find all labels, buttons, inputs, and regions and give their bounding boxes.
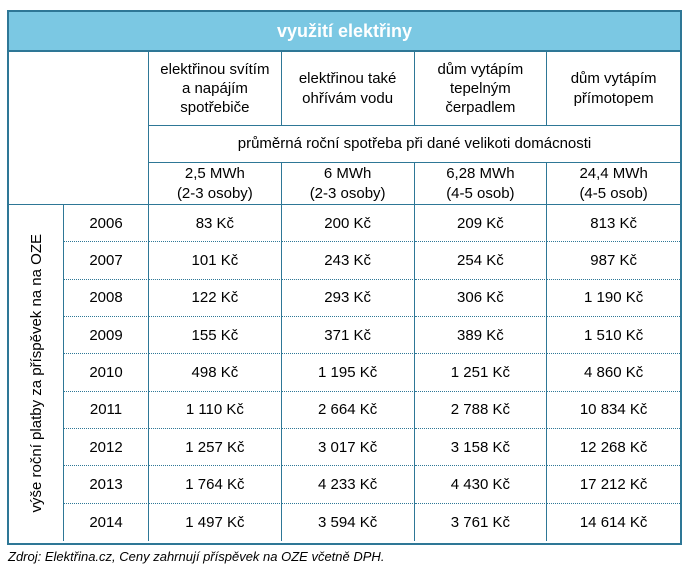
mwh-value: 6 MWh <box>323 165 372 183</box>
value-cell: 1 251 Kč <box>414 354 548 392</box>
value-cell: 83 Kč <box>149 205 282 243</box>
value-cell: 1 257 Kč <box>149 428 282 467</box>
source-note: Zdroj: Elektřina.cz, Ceny zahrnují přísp… <box>8 549 385 564</box>
value-cell: 12 268 Kč <box>547 429 680 467</box>
year-cell: 2008 <box>64 279 149 317</box>
data-table: využití elektřiny elektřinou svítím a na… <box>7 10 682 545</box>
household-size: (4-5 osob) <box>446 184 515 202</box>
value-cell: 371 Kč <box>281 316 415 355</box>
year-cell: 2012 <box>64 428 149 467</box>
value-cell: 200 Kč <box>281 205 415 243</box>
value-cell: 1 195 Kč <box>281 354 415 392</box>
value-cell: 3 594 Kč <box>282 503 415 541</box>
usage-header-direct-heating: dům vytápím přímotopem <box>547 52 680 126</box>
value-cell: 10 834 Kč <box>547 392 680 429</box>
year-cell: 2007 <box>64 242 149 280</box>
value-cell: 3 017 Kč <box>281 428 415 467</box>
value-cell: 813 Kč <box>547 205 680 243</box>
value-cell: 306 Kč <box>414 279 548 317</box>
year-cell: 2009 <box>64 316 149 355</box>
year-cell: 2010 <box>64 354 149 392</box>
value-cell: 155 Kč <box>149 316 282 355</box>
value-cell: 17 212 Kč <box>547 466 680 504</box>
household-size: (4-5 osob) <box>579 184 648 202</box>
value-cell: 3 158 Kč <box>414 428 548 467</box>
value-cell: 101 Kč <box>149 242 282 280</box>
value-cell: 4 233 Kč <box>281 466 415 504</box>
value-cell: 498 Kč <box>149 354 282 392</box>
value-cell: 254 Kč <box>414 242 548 280</box>
consumption-cell-4: 24,4 MWh (4-5 osob) <box>547 163 680 205</box>
usage-header-water-heating: elektřinou také ohřívám vodu <box>281 52 415 126</box>
usage-header-heat-pump: dům vytápím tepelným čerpadlem <box>414 52 548 126</box>
value-cell: 1 110 Kč <box>149 391 282 429</box>
value-cell: 2 664 Kč <box>281 391 415 429</box>
table-title: využití elektřiny <box>9 12 680 52</box>
value-cell: 1 190 Kč <box>547 280 680 317</box>
value-cell: 389 Kč <box>414 316 548 355</box>
year-cell: 2013 <box>64 466 149 504</box>
year-cell: 2011 <box>64 391 149 429</box>
value-cell: 209 Kč <box>414 205 548 243</box>
value-cell: 1 497 Kč <box>149 503 282 541</box>
consumption-banner: průměrná roční spotřeba při dané velikot… <box>149 126 680 163</box>
value-cell: 987 Kč <box>547 242 680 280</box>
year-cell: 2006 <box>64 205 149 243</box>
consumption-cell-3: 6,28 MWh (4-5 osob) <box>414 163 548 205</box>
mwh-value: 6,28 MWh <box>446 165 515 183</box>
value-cell: 1 764 Kč <box>149 466 282 504</box>
year-cell: 2014 <box>64 503 149 541</box>
value-cell: 1 510 Kč <box>547 317 680 355</box>
mwh-value: 24,4 MWh <box>579 165 648 183</box>
consumption-cell-2: 6 MWh (2-3 osoby) <box>281 163 415 205</box>
value-cell: 14 614 Kč <box>579 513 648 531</box>
row-axis-label: výše roční platby za příspěvek na na OZE <box>9 205 64 541</box>
value-cell: 243 Kč <box>281 242 415 280</box>
household-size: (2-3 osoby) <box>176 184 253 202</box>
value-cell: 293 Kč <box>281 279 415 317</box>
usage-header-lighting: elektřinou svítím a napájím spotřebiče <box>149 52 282 126</box>
value-cell: 4 430 Kč <box>414 466 548 504</box>
value-cell: 2 788 Kč <box>414 391 548 429</box>
value-cell: 4 860 Kč <box>547 354 680 392</box>
corner-empty-cell <box>9 52 149 205</box>
value-cell: 122 Kč <box>149 279 282 317</box>
table-grid: elektřinou svítím a napájím spotřebiče e… <box>9 52 680 541</box>
consumption-cell-1: 2,5 MWh (2-3 osoby) <box>149 163 282 205</box>
household-size: (2-3 osoby) <box>309 184 386 202</box>
mwh-value: 2,5 MWh <box>184 165 245 183</box>
value-cell: 3 761 Kč <box>415 503 548 541</box>
